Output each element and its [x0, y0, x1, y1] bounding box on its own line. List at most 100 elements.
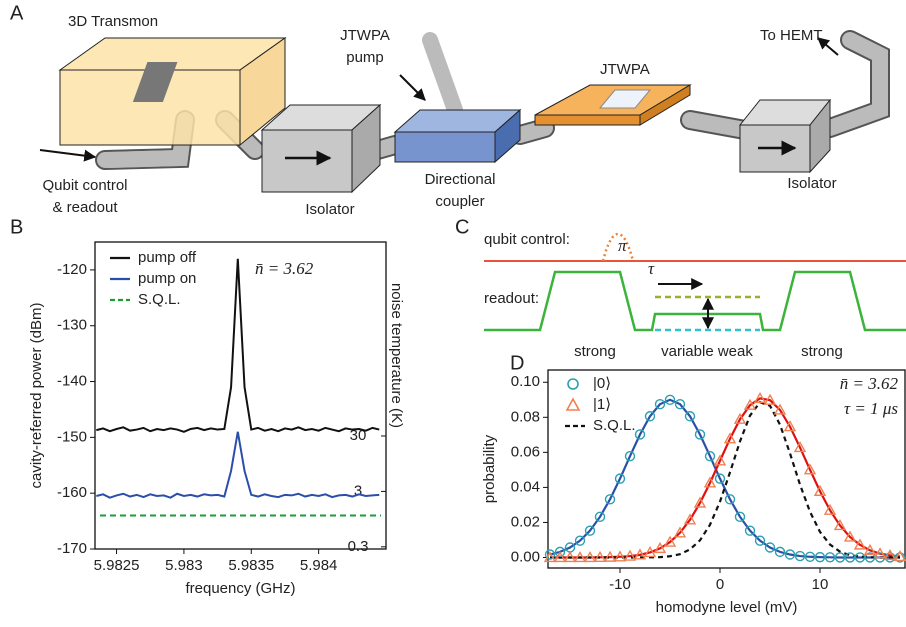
x-tick-label: 5.9835 [228, 557, 274, 574]
marker [824, 552, 836, 563]
legend-label: pump on [138, 270, 196, 287]
plot-frame [547, 369, 906, 569]
y-tick-label: -120 [57, 261, 87, 278]
y2-tick-label: 0.3 [348, 538, 369, 555]
y2-axis-label: noise temperature (K) [388, 283, 405, 428]
marker [813, 484, 827, 496]
marker [544, 549, 556, 560]
panel-label: C [455, 216, 469, 238]
pi-pulse [601, 232, 635, 262]
y-tick-label: 0.10 [511, 373, 540, 390]
marker [643, 545, 657, 558]
marker [793, 441, 807, 453]
marker [653, 541, 667, 554]
legend-label: |0⟩ [593, 375, 611, 392]
y-axis-label: cavity-referred power (dBm) [28, 303, 45, 489]
marker [763, 393, 777, 405]
label: 3D Transmon [68, 13, 158, 30]
y2-tick-label: 30 [350, 427, 367, 444]
y-tick-label: -140 [57, 373, 87, 390]
marker [743, 398, 757, 410]
x-tick-label: 10 [812, 576, 829, 593]
y-tick-label: -170 [57, 540, 87, 557]
jtwpa-chip [639, 84, 691, 126]
label: strong [574, 343, 616, 360]
legend-label: S.Q.L. [138, 291, 181, 308]
readout-trace [484, 270, 906, 332]
marker [753, 391, 767, 404]
annotation: τ = 1 μs [844, 399, 898, 418]
jtwpa-die [598, 89, 652, 109]
label: & readout [52, 199, 118, 216]
marker [894, 552, 906, 563]
marker [683, 513, 697, 525]
y-tick-label: -160 [57, 484, 87, 501]
label: pump [346, 49, 384, 66]
marker [834, 552, 846, 563]
marker [713, 454, 727, 466]
marker [873, 547, 887, 559]
marker [764, 542, 776, 553]
y-tick-label: 0.00 [511, 548, 540, 565]
x-axis-label: homodyne level (mV) [656, 599, 798, 616]
arrow [399, 74, 426, 101]
marker [543, 551, 557, 563]
marker [604, 494, 616, 505]
annotation: n̄ = 3.62 [840, 374, 899, 393]
legend-swatch [565, 397, 581, 411]
fit-line [549, 398, 900, 559]
marker [693, 496, 707, 508]
marker [593, 550, 607, 563]
data-line [96, 431, 380, 499]
y2-tick-label: 3 [354, 482, 362, 499]
marker [634, 429, 646, 440]
label: To HEMT [760, 27, 823, 44]
arrow [817, 37, 839, 56]
transmon-chip [132, 62, 178, 102]
setup-diagram [39, 30, 890, 194]
marker [663, 535, 677, 547]
marker [803, 463, 817, 475]
label: JTWPA [340, 27, 390, 44]
y-axis-label: probability [481, 434, 498, 503]
marker [573, 551, 587, 563]
marker [664, 394, 676, 405]
marker [734, 511, 746, 523]
marker [613, 550, 627, 562]
marker [883, 548, 897, 561]
marker [854, 552, 866, 563]
panel-label: A [10, 2, 24, 24]
marker [703, 476, 717, 488]
marker [644, 411, 656, 422]
isolator [261, 129, 353, 193]
marker [624, 451, 636, 462]
marker [584, 525, 596, 536]
marker [583, 551, 597, 563]
arrow [39, 149, 97, 162]
marker [714, 473, 726, 484]
label: Qubit control [42, 177, 127, 194]
plot-frame [94, 241, 387, 550]
marker [744, 525, 756, 536]
coupler [394, 131, 496, 163]
legend-swatch [567, 378, 579, 390]
marker [853, 538, 867, 550]
marker [814, 551, 826, 563]
marker [774, 546, 786, 558]
label: π [618, 236, 627, 255]
marker [654, 398, 666, 410]
label: Isolator [787, 175, 836, 192]
marker [784, 549, 796, 560]
marker [804, 551, 816, 562]
marker [733, 412, 747, 424]
marker [783, 420, 797, 432]
marker [704, 451, 716, 462]
x-tick-label: 5.984 [300, 557, 338, 574]
legend-label: pump off [138, 249, 197, 266]
x-tick-label: -10 [609, 576, 631, 593]
legend-label: |1⟩ [593, 396, 611, 413]
marker [843, 530, 857, 542]
marker [674, 398, 686, 410]
data-line [550, 400, 900, 559]
